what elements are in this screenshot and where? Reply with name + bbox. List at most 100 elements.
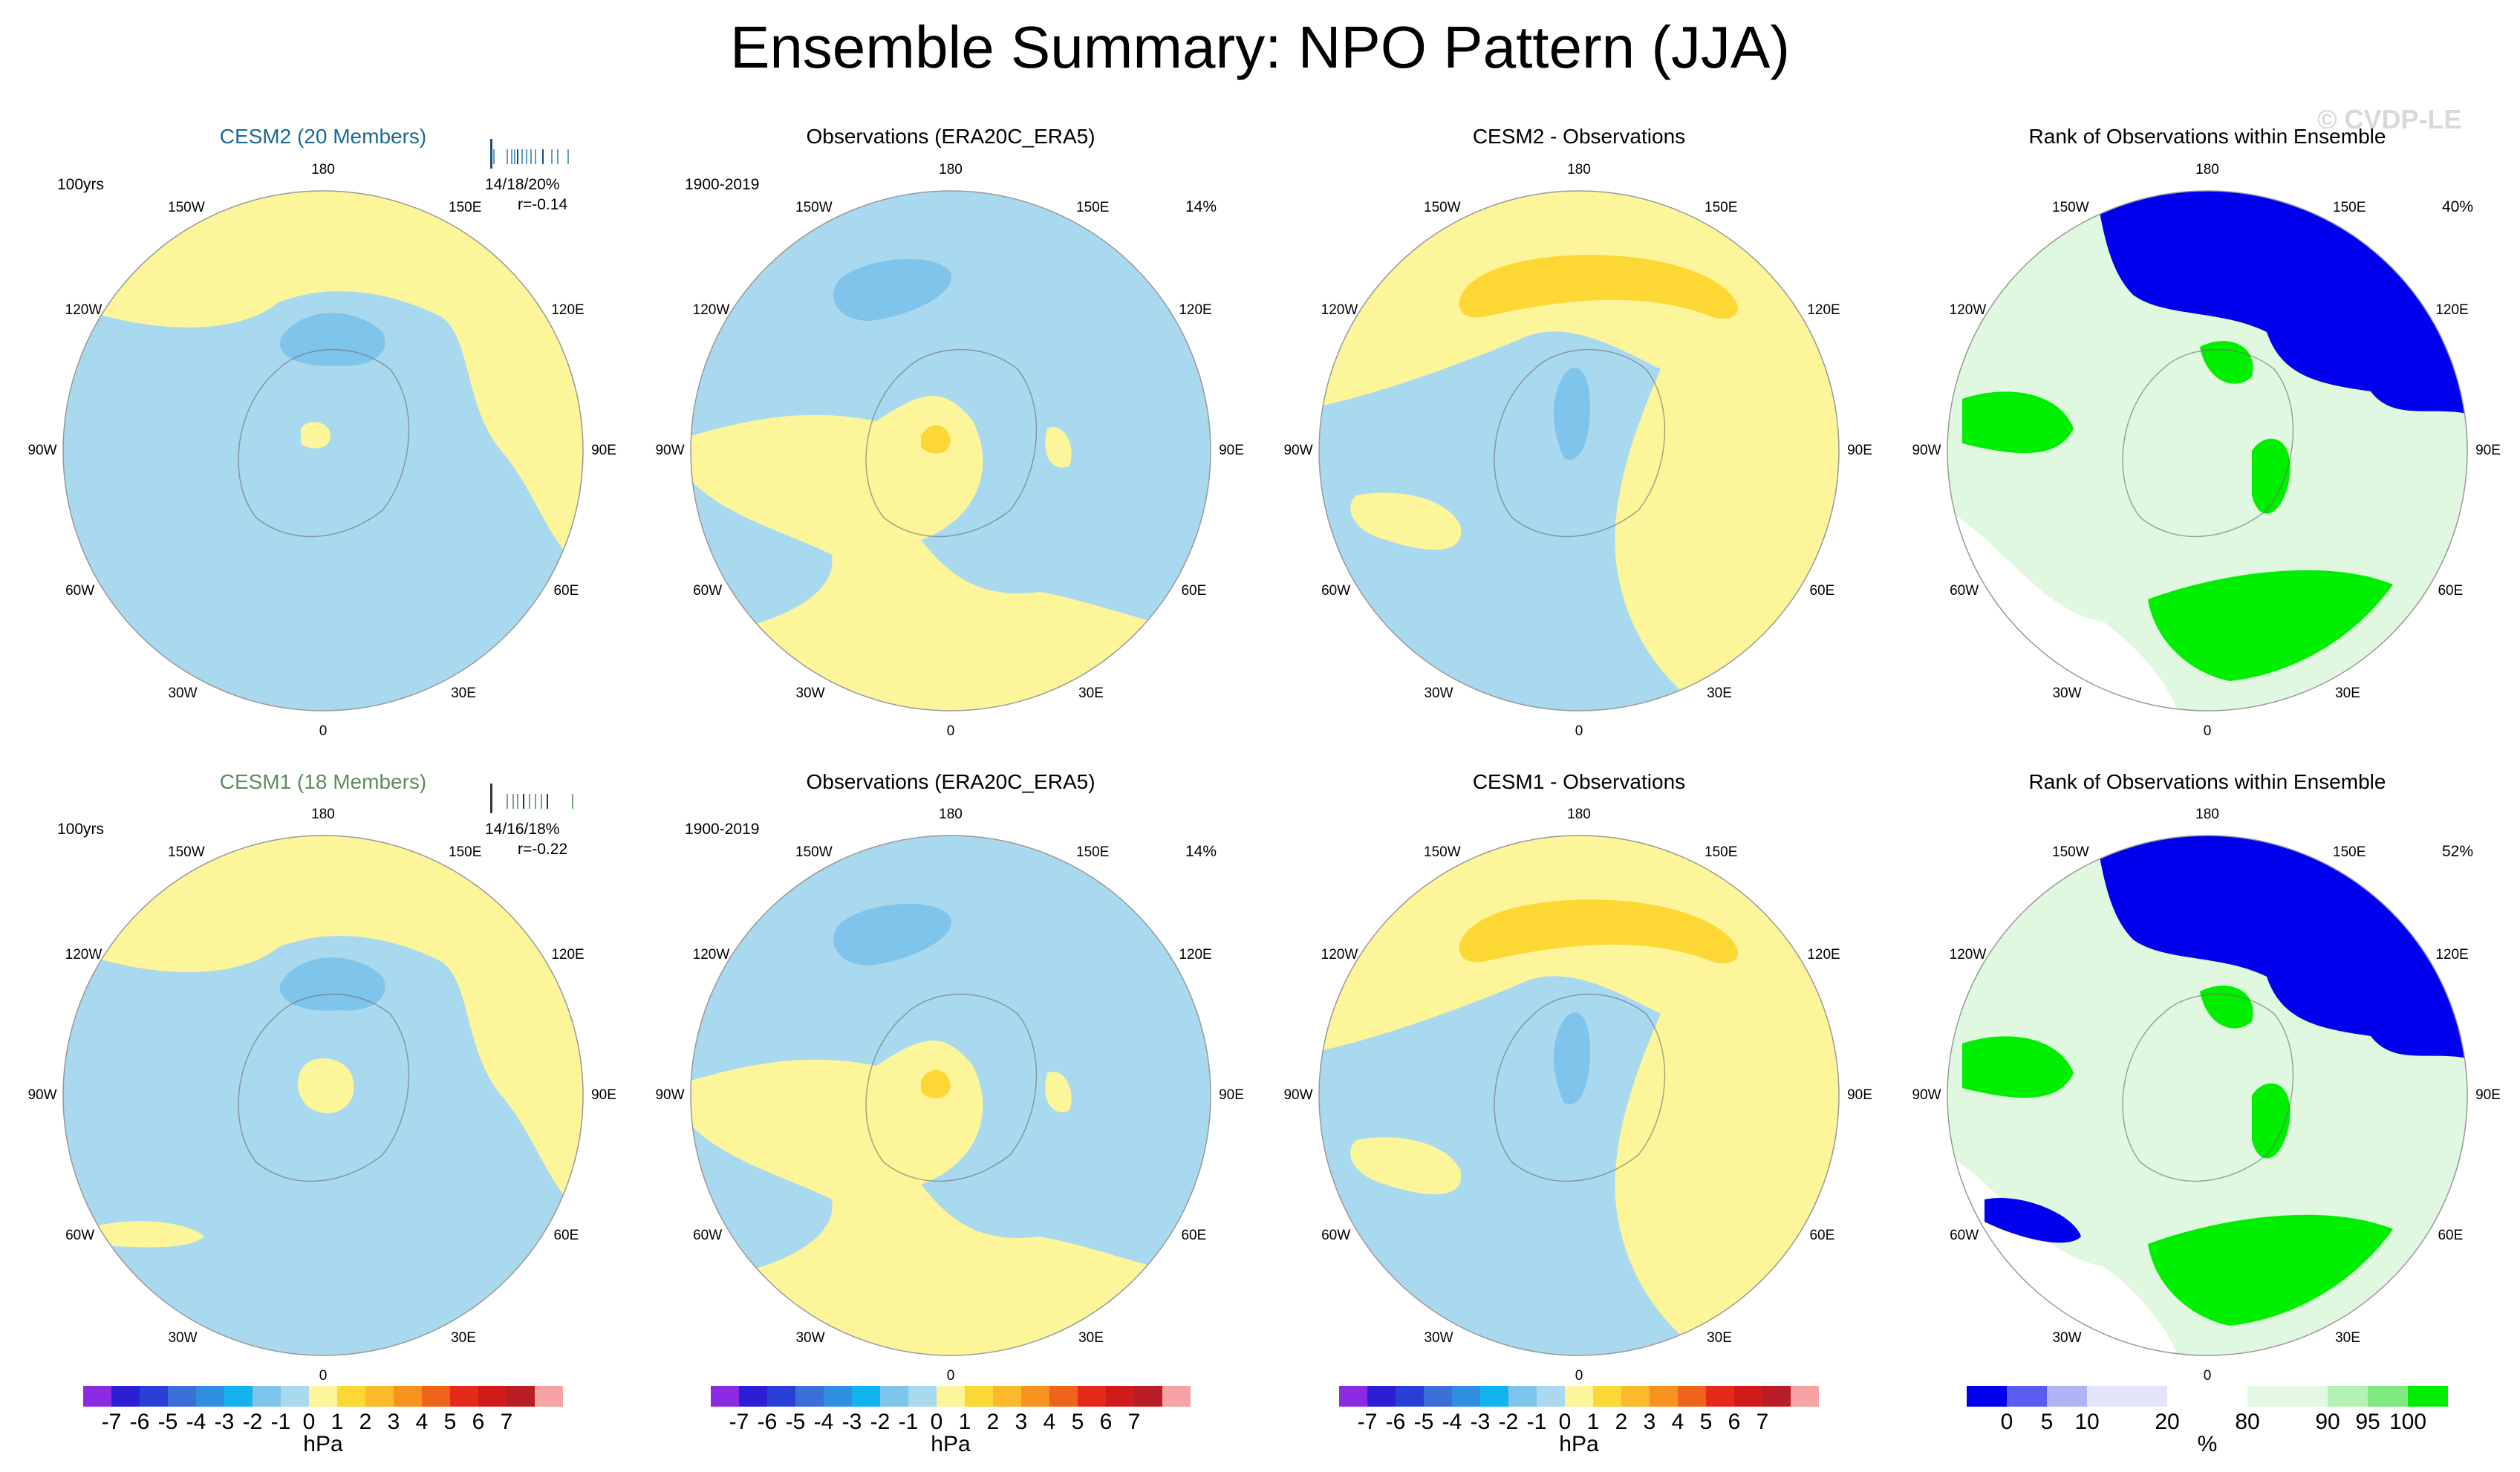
row1-rank-lon-150W: 150W <box>2052 199 2089 215</box>
hpa-colorbar-tick: -2 <box>242 1410 263 1434</box>
rank-low-region <box>1985 1198 2081 1243</box>
colorbar-swatch <box>1621 1386 1650 1407</box>
row2-obs-lon-120E: 120E <box>1179 947 1212 963</box>
row2-obs-title: Observations (ERA20C_ERA5) <box>806 770 1095 793</box>
member-tick <box>523 794 524 809</box>
colorbar-swatch <box>795 1386 824 1407</box>
colorbar-swatch <box>1537 1386 1565 1407</box>
row1-model-period: 100yrs <box>57 176 105 193</box>
colorbar-swatch <box>1650 1386 1678 1407</box>
row1-rank-lon-60E: 60E <box>2438 583 2464 599</box>
row2-rank-lon-90W: 90W <box>1912 1087 1941 1103</box>
negative-anomaly <box>1553 1012 1590 1104</box>
colorbar-swatch <box>2127 1386 2167 1407</box>
hpa-colorbar-tick: -7 <box>1357 1410 1378 1434</box>
row2-diff-lon-bottom: 0 <box>1575 1368 1583 1384</box>
coastline <box>1494 349 1666 538</box>
member-tick <box>541 794 542 809</box>
rank-high-region <box>1962 1036 2074 1098</box>
hpa-colorbar-tick: 2 <box>359 1410 372 1434</box>
member-tick <box>529 794 530 809</box>
colorbar-swatch <box>1078 1386 1106 1407</box>
member-tick <box>547 794 548 809</box>
positive-anomaly <box>63 191 583 570</box>
colorbar-swatch <box>2167 1386 2207 1407</box>
colorbar-swatch <box>1678 1386 1706 1407</box>
member-tick <box>493 149 495 164</box>
colorbar-swatch <box>824 1386 852 1407</box>
colorbar-swatch <box>1452 1386 1480 1407</box>
member-tick <box>507 149 508 164</box>
rank-colorbar-tick: 100 <box>2389 1410 2427 1434</box>
row2-model-lon-30E: 30E <box>451 1330 476 1346</box>
colorbar-swatch <box>965 1386 993 1407</box>
member-tick <box>511 149 512 164</box>
row2-obs-period: 1900-2019 <box>685 821 760 838</box>
row2-obs-lon-90E: 90E <box>1219 1087 1244 1103</box>
row1-rank-lon-120W: 120W <box>1949 302 1987 318</box>
row2-model-lon-top: 180 <box>311 807 335 822</box>
row2-model-period: 100yrs <box>57 821 105 838</box>
row1-obs-lon-90E: 90E <box>1219 443 1244 458</box>
row1-model-lon-150W: 150W <box>168 199 205 215</box>
row2-diff-lon-top: 180 <box>1567 807 1591 822</box>
hpa-colorbar-tick: 0 <box>302 1410 316 1434</box>
hpa-colorbar-tick: 5 <box>1071 1410 1084 1434</box>
hpa-colorbar-tick: -5 <box>1413 1410 1434 1434</box>
row2-rank-percent: 52% <box>2442 843 2474 860</box>
row1-obs-percent: 14% <box>1185 198 1217 215</box>
member-tick <box>514 149 515 164</box>
colorbar-swatch <box>2368 1386 2408 1407</box>
row1-diff-lon-30E: 30E <box>1707 685 1732 702</box>
row2-model-title: CESM1 (18 Members) <box>219 770 427 793</box>
rank-colorbar-tick: 0 <box>2000 1410 2013 1434</box>
hpa-colorbar <box>83 1386 563 1407</box>
member-tick <box>517 149 518 164</box>
row2-member-pattern-correlations <box>490 784 579 813</box>
hpa-colorbar-tick: 3 <box>387 1410 400 1434</box>
row1-obs-lon-120W: 120W <box>692 302 730 318</box>
row1-model-lon-90W: 90W <box>27 443 57 458</box>
positive-anomaly <box>691 396 1211 711</box>
positive-anomaly <box>1350 1137 1462 1195</box>
row1-obs-lon-top: 180 <box>939 162 963 178</box>
positive-anomaly <box>297 1058 354 1113</box>
row2-obs-lon-90W: 90W <box>655 1087 685 1103</box>
row2-diff-lon-30E: 30E <box>1707 1330 1732 1346</box>
row2-model-lon-120W: 120W <box>65 947 102 963</box>
positive-anomaly <box>1319 191 1839 711</box>
colorbar-swatch <box>111 1386 140 1407</box>
row2-rank-lon-30W: 30W <box>2052 1330 2082 1346</box>
row1-obs-title: Observations (ERA20C_ERA5) <box>806 125 1095 148</box>
row2-obs-lon-120W: 120W <box>692 947 730 963</box>
row2-rank-lon-bottom: 0 <box>2203 1368 2212 1384</box>
colorbar-swatch <box>2408 1386 2448 1407</box>
row1-diff-lon-60W: 60W <box>1321 583 1351 599</box>
hpa-colorbar-tick: 4 <box>1671 1410 1684 1434</box>
row2-model-lon-90E: 90E <box>591 1087 616 1103</box>
member-tick <box>490 139 492 169</box>
row1-diff-lon-150E: 150E <box>1705 199 1738 215</box>
coastline <box>865 994 1038 1182</box>
colorbar-swatch <box>422 1386 450 1407</box>
row1-diff-lon-150W: 150W <box>1424 199 1461 215</box>
row2-rank-lon-60E: 60E <box>2438 1228 2464 1243</box>
row2-rank-lon-top: 180 <box>2195 807 2219 822</box>
colorbar-swatch <box>1565 1386 1593 1407</box>
hpa-colorbar-tick: 4 <box>415 1410 429 1434</box>
row1-obs-lon-120E: 120E <box>1179 302 1212 318</box>
row2-model-stats: 14/16/18% <box>485 821 560 838</box>
rank-colorbar-unit: % <box>2197 1432 2218 1456</box>
colorbar-swatch <box>394 1386 422 1407</box>
colorbar-swatch <box>1791 1386 1819 1407</box>
row2-diff-lon-150E: 150E <box>1705 844 1738 860</box>
colorbar-swatch <box>2007 1386 2047 1407</box>
row2-rank-lon-30E: 30E <box>2335 1330 2360 1346</box>
colorbar-swatch <box>1424 1386 1452 1407</box>
colorbar-swatch <box>993 1386 1021 1407</box>
colorbar-swatch <box>852 1386 880 1407</box>
colorbar-swatch <box>1480 1386 1508 1407</box>
hpa-colorbar-tick: 3 <box>1015 1410 1028 1434</box>
row1-model-lon-60E: 60E <box>553 583 579 599</box>
row1-model-lon-90E: 90E <box>591 443 616 458</box>
